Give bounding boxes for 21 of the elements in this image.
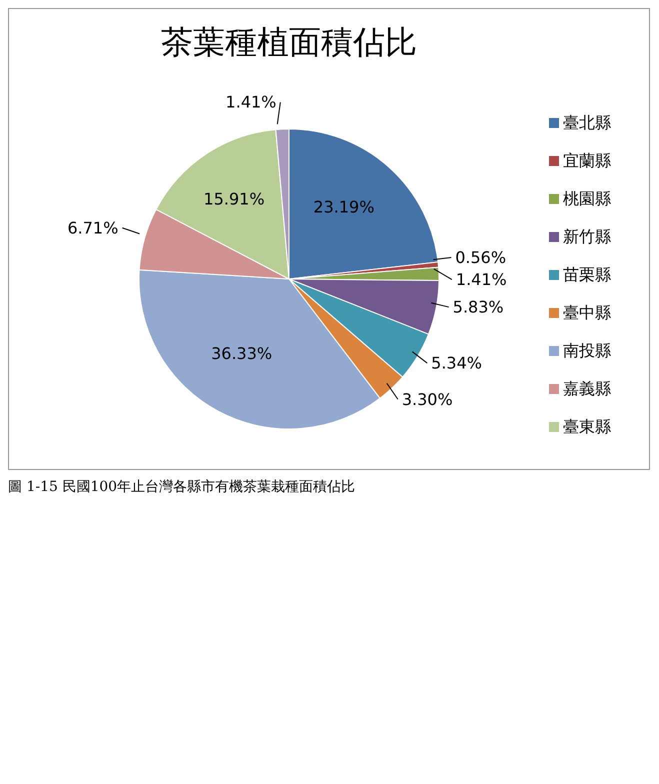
caption: 圖 1-15 民國100年止台灣各縣市有機茶葉栽種面積佔比 [8, 478, 356, 496]
legend-label: 臺中縣 [563, 302, 611, 324]
legend-label: 臺東縣 [563, 416, 611, 438]
data-label: 6.71% [67, 218, 118, 238]
data-label: 15.91% [204, 190, 265, 209]
chart-title: 茶葉種植面積佔比 [160, 22, 418, 63]
data-label: 36.33% [211, 344, 272, 363]
legend-label: 臺北縣 [563, 112, 611, 134]
data-label: 23.19% [313, 197, 374, 216]
legend-label: 嘉義縣 [563, 378, 611, 400]
legend-label: 南投縣 [563, 340, 611, 362]
data-label: 0.56% [455, 248, 506, 268]
legend-label: 桃園縣 [563, 188, 611, 210]
data-label: 5.34% [431, 354, 482, 373]
data-label: 1.41% [226, 92, 276, 112]
data-label: 5.83% [452, 298, 504, 317]
data-label: 3.30% [402, 390, 453, 409]
legend-label: 新竹縣 [563, 226, 611, 248]
legend-label: 苗栗縣 [563, 264, 611, 286]
data-label: 1.41% [456, 270, 507, 290]
legend-label: 宜蘭縣 [563, 150, 611, 172]
